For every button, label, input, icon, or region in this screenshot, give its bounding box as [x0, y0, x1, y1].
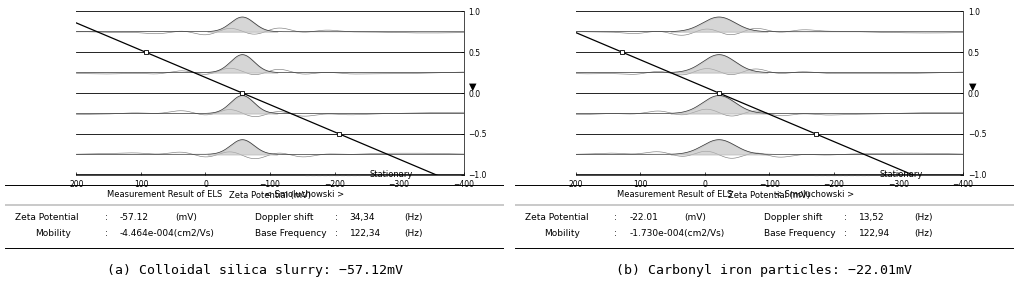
Text: (Hz): (Hz)	[914, 213, 932, 222]
Text: :: :	[105, 229, 108, 238]
Text: 13,52: 13,52	[859, 213, 884, 222]
Text: Stationary: Stationary	[879, 170, 922, 179]
Text: 34,34: 34,34	[350, 213, 375, 222]
Text: < Smoluchowski >: < Smoluchowski >	[774, 190, 854, 199]
X-axis label: Zeta Potential (mV): Zeta Potential (mV)	[729, 191, 810, 201]
Text: Doppler shift: Doppler shift	[255, 213, 313, 222]
Text: Zeta Potential: Zeta Potential	[525, 213, 588, 222]
Text: -4.464e-004(cm2/Vs): -4.464e-004(cm2/Vs)	[120, 229, 215, 238]
Text: Base Frequency: Base Frequency	[764, 229, 836, 238]
Text: (a) Colloidal silica slurry: −57.12mV: (a) Colloidal silica slurry: −57.12mV	[107, 264, 403, 277]
Text: (Hz): (Hz)	[405, 213, 423, 222]
Text: :: :	[614, 229, 618, 238]
Text: :: :	[844, 229, 847, 238]
Text: Stationary: Stationary	[370, 170, 413, 179]
Text: :: :	[614, 213, 618, 222]
Text: -1.730e-004(cm2/Vs): -1.730e-004(cm2/Vs)	[630, 229, 725, 238]
Text: :: :	[334, 213, 337, 222]
Text: -57.12: -57.12	[120, 213, 149, 222]
Text: Base Frequency: Base Frequency	[255, 229, 326, 238]
Text: ▼: ▼	[469, 81, 477, 91]
Text: ▼: ▼	[968, 81, 976, 91]
Text: 122,94: 122,94	[859, 229, 891, 238]
Text: -22.01: -22.01	[630, 213, 658, 222]
Text: (mV): (mV)	[685, 213, 706, 222]
Text: :: :	[334, 229, 337, 238]
Text: < Smoluchowski >: < Smoluchowski >	[265, 190, 344, 199]
Text: Doppler shift: Doppler shift	[764, 213, 822, 222]
Text: :: :	[844, 213, 847, 222]
Text: Mobility: Mobility	[35, 229, 71, 238]
Text: Zeta Potential: Zeta Potential	[15, 213, 78, 222]
Text: Measurement Result of ELS: Measurement Result of ELS	[616, 190, 732, 199]
Text: (Hz): (Hz)	[405, 229, 423, 238]
Text: :: :	[105, 213, 108, 222]
Text: (Hz): (Hz)	[914, 229, 932, 238]
Text: Mobility: Mobility	[544, 229, 581, 238]
Text: (b) Carbonyl iron particles: −22.01mV: (b) Carbonyl iron particles: −22.01mV	[616, 264, 912, 277]
Text: Measurement Result of ELS: Measurement Result of ELS	[107, 190, 222, 199]
Text: (mV): (mV)	[175, 213, 197, 222]
Text: 122,34: 122,34	[350, 229, 381, 238]
X-axis label: Zeta Potential (mV): Zeta Potential (mV)	[229, 191, 311, 201]
